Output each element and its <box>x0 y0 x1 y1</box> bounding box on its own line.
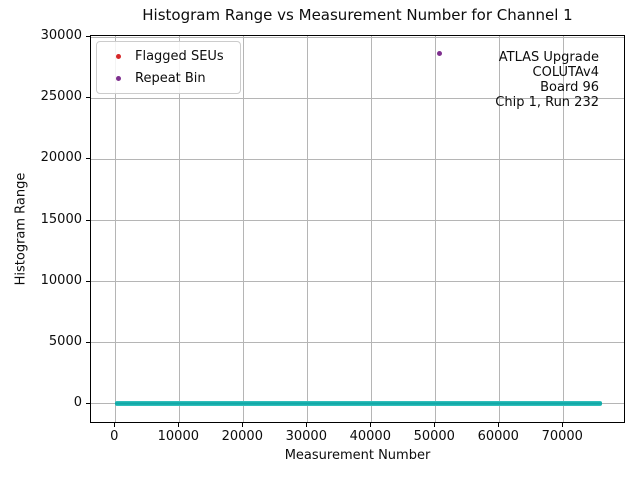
y-tick-mark <box>86 280 90 282</box>
x-tick-mark <box>562 423 564 427</box>
x-gridline <box>562 36 564 422</box>
x-tick-label: 40000 <box>349 429 391 444</box>
x-tick-mark <box>434 423 436 427</box>
x-tick-mark <box>178 423 180 427</box>
y-gridline <box>91 281 624 283</box>
x-tick-label: 60000 <box>477 429 519 444</box>
y-tick-label: 5000 <box>48 333 82 349</box>
y-gridline <box>91 97 624 99</box>
x-tick-mark <box>242 423 244 427</box>
y-tick-label: 20000 <box>40 150 82 166</box>
y-gridline <box>91 220 624 222</box>
y-tick-label: 25000 <box>40 89 82 105</box>
y-tick-mark <box>86 402 90 404</box>
x-gridline <box>178 36 180 422</box>
legend-marker-dot <box>116 54 121 59</box>
data-band-histogram-range-measurements <box>115 401 602 407</box>
x-gridline <box>306 36 308 422</box>
x-axis-label: Measurement Number <box>284 448 431 463</box>
legend-item-label: Flagged SEUs <box>135 49 224 64</box>
legend-item: Repeat Bin <box>106 71 224 86</box>
y-tick-label: 10000 <box>40 272 82 288</box>
x-gridline <box>370 36 372 422</box>
x-gridline <box>242 36 244 422</box>
x-tick-mark <box>498 423 500 427</box>
y-gridline <box>91 342 624 344</box>
data-point-repeat-bin <box>436 50 442 56</box>
x-gridline <box>498 36 500 422</box>
y-tick-mark <box>86 219 90 221</box>
y-tick-mark <box>86 341 90 343</box>
x-tick-label: 20000 <box>221 429 263 444</box>
annotation-line: ATLAS Upgrade <box>498 50 599 65</box>
annotation-block: ATLAS Upgrade COLUTAv4 Board 96 Chip 1, Run… <box>495 50 599 110</box>
x-tick-mark <box>370 423 372 427</box>
annotation-line: Chip 1, Run 232 <box>495 95 599 110</box>
x-tick-mark <box>306 423 308 427</box>
x-tick-label: 10000 <box>157 429 199 444</box>
legend-entries: Flagged SEUs Repeat Bin <box>106 49 224 86</box>
x-tick-label: 30000 <box>285 429 327 444</box>
legend-item-label: Repeat Bin <box>135 71 206 86</box>
legend-marker-dot <box>116 76 121 81</box>
x-tick-label: 70000 <box>541 429 583 444</box>
y-tick-label: 0 <box>73 394 82 410</box>
legend: Flagged SEUs Repeat Bin <box>96 41 241 94</box>
x-gridline <box>114 36 116 422</box>
annotation-line: COLUTAv4 <box>532 65 599 80</box>
y-gridline <box>91 36 624 38</box>
y-tick-mark <box>86 158 90 160</box>
chart-title: Histogram Range vs Measurement Number fo… <box>142 6 573 24</box>
y-axis-label: Histogram Range <box>13 172 29 286</box>
x-tick-label: 0 <box>110 429 119 444</box>
x-tick-label: 50000 <box>413 429 455 444</box>
y-gridline <box>91 158 624 160</box>
y-tick-mark <box>86 36 90 38</box>
y-tick-label: 30000 <box>40 28 82 44</box>
y-tick-label: 15000 <box>40 211 82 227</box>
annotation-line: Board 96 <box>540 80 599 95</box>
x-gridline <box>434 36 436 422</box>
x-tick-mark <box>114 423 116 427</box>
legend-item: Flagged SEUs <box>106 49 224 64</box>
y-tick-mark <box>86 97 90 99</box>
plot-area: Flagged SEUs Repeat Bin ATLAS Upgrade COLU… <box>90 35 625 423</box>
